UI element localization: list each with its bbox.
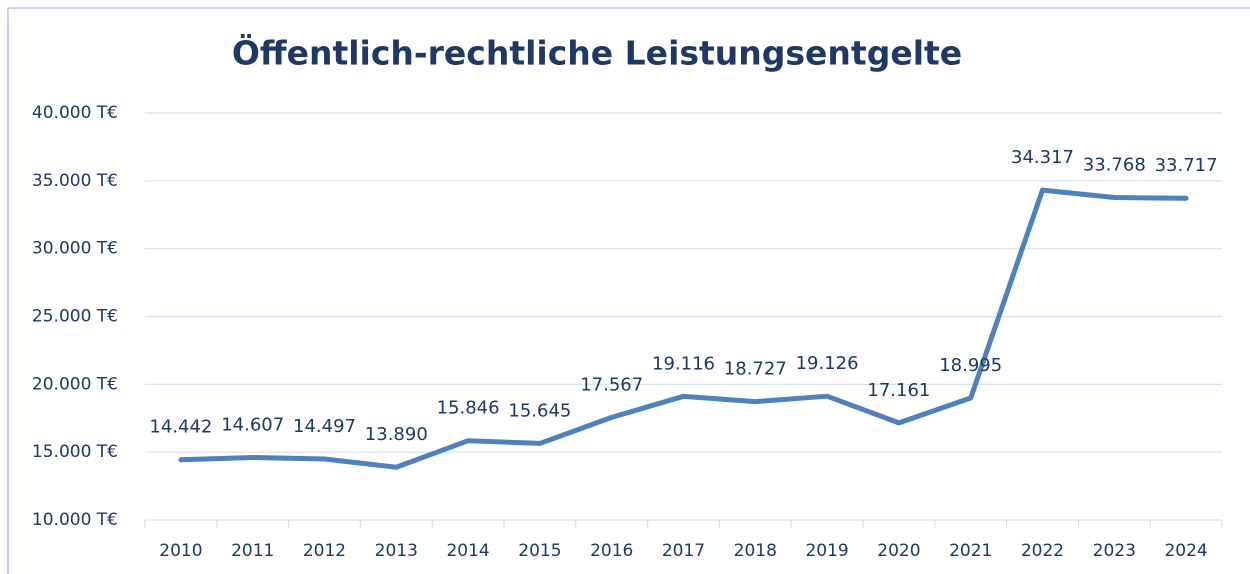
x-tick-label: 2019 bbox=[805, 541, 848, 561]
x-tick-label: 2016 bbox=[590, 541, 633, 561]
x-tick-label: 2020 bbox=[877, 541, 920, 561]
x-tick-label: 2024 bbox=[1164, 541, 1207, 561]
data-label: 14.497 bbox=[293, 416, 356, 437]
y-tick-label: 15.000 T€ bbox=[32, 442, 118, 462]
x-tick-label: 2013 bbox=[375, 541, 418, 561]
x-tick-label: 2023 bbox=[1093, 541, 1136, 561]
y-tick-label: 40.000 T€ bbox=[32, 103, 118, 123]
x-tick-label: 2011 bbox=[231, 541, 274, 561]
x-tick-label: 2017 bbox=[662, 541, 705, 561]
line bbox=[178, 187, 1189, 470]
x-tick-label: 2014 bbox=[446, 541, 489, 561]
data-label: 19.126 bbox=[796, 353, 859, 374]
data-label: 15.846 bbox=[437, 398, 500, 419]
data-label: 18.727 bbox=[724, 359, 787, 380]
y-tick-label: 30.000 T€ bbox=[32, 239, 118, 259]
data-label: 33.768 bbox=[1083, 155, 1146, 176]
data-label: 17.567 bbox=[580, 374, 643, 395]
data-label: 33.717 bbox=[1155, 155, 1218, 176]
y-tick-label: 35.000 T€ bbox=[32, 171, 118, 191]
y-tick-label: 25.000 T€ bbox=[32, 307, 118, 327]
x-tick-label: 2022 bbox=[1021, 541, 1064, 561]
data-label: 13.890 bbox=[365, 424, 428, 445]
y-tick-label: 10.000 T€ bbox=[32, 510, 118, 530]
data-label: 34.317 bbox=[1011, 147, 1074, 168]
chart-frame bbox=[7, 7, 1250, 574]
data-label: 18.995 bbox=[939, 355, 1002, 376]
data-label: 14.607 bbox=[221, 414, 284, 435]
y-tick-label: 20.000 T€ bbox=[32, 374, 118, 394]
x-tick-label: 2021 bbox=[949, 541, 992, 561]
x-tick-label: 2012 bbox=[303, 541, 346, 561]
data-label: 17.161 bbox=[867, 380, 930, 401]
x-tick-label: 2010 bbox=[159, 541, 202, 561]
x-tick-label: 2018 bbox=[734, 541, 777, 561]
x-tick-label: 2015 bbox=[518, 541, 561, 561]
data-label: 19.116 bbox=[652, 353, 715, 374]
chart-title: Öffentlich-rechtliche Leistungsentgelte bbox=[232, 33, 962, 73]
data-label: 15.645 bbox=[508, 400, 571, 421]
data-label: 14.442 bbox=[149, 417, 212, 438]
